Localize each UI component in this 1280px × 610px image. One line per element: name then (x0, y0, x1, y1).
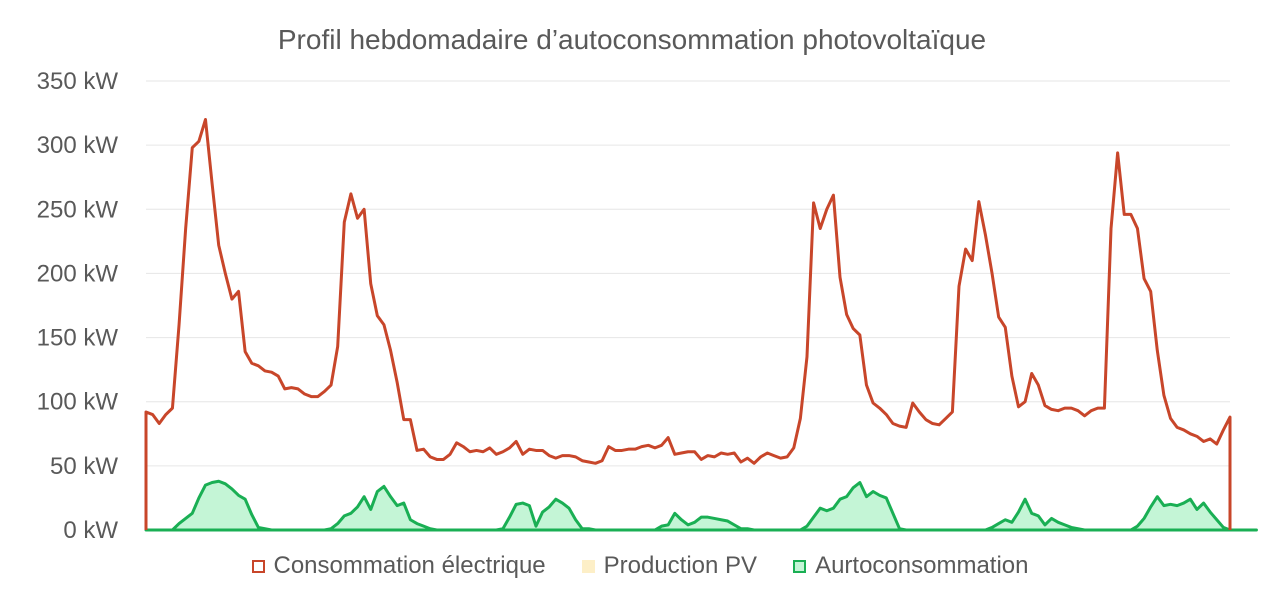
chart-title: Profil hebdomadaire d’autoconsommation p… (277, 24, 987, 55)
y-tick-label: 50 kW (50, 453, 118, 480)
legend-swatch-autoconsommation (793, 559, 807, 573)
legend-swatch-consommation (251, 559, 265, 573)
series-consommation-line (144, 117, 1232, 530)
legend-label-consommation: Consommation électrique (273, 552, 546, 579)
y-tick-label: 300 kW (37, 132, 119, 159)
legend-label-production-pv: Production PV (603, 552, 758, 579)
y-tick-label: 200 kW (37, 260, 119, 287)
legend: Consommation électrique Production PV Au… (0, 552, 1280, 580)
y-tick-label: 100 kW (37, 389, 119, 416)
legend-swatch-production-pv (581, 559, 595, 573)
legend-item-autoconsommation[interactable]: Aurtoconsommation (793, 552, 1029, 580)
y-axis-tick-labels: 0 kW 50 kW 100 kW 150 kW 200 kW 250 kW 300 kW 3… (37, 68, 119, 544)
area-series (144, 479, 1258, 532)
series-autoconsommation-area (144, 479, 1258, 532)
legend-item-production-pv[interactable]: Production PV (581, 552, 758, 580)
y-tick-label: 250 kW (37, 196, 119, 223)
y-tick-label: 350 kW (37, 68, 119, 95)
legend-item-consommation[interactable]: Consommation électrique (251, 552, 546, 580)
legend-label-autoconsommation: Aurtoconsommation (815, 552, 1029, 579)
gridlines (146, 80, 1230, 467)
y-tick-label: 0 kW (63, 517, 118, 544)
line-series (144, 117, 1232, 530)
y-tick-label: 150 kW (37, 325, 119, 352)
